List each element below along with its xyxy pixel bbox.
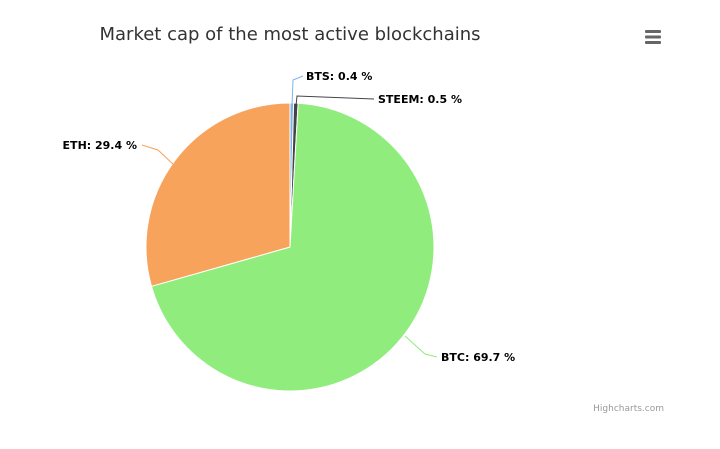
data-label-bts: BTS: 0.4 % [306, 70, 372, 83]
data-labels: BTS: 0.4 % STEEM: 0.5 % BTC: 69.7 % ETH: 29… [63, 70, 516, 364]
data-label-eth: ETH: 29.4 % [63, 139, 137, 152]
pie-slice-eth[interactable] [145, 102, 291, 287]
connector-bts [291, 75, 304, 107]
connector-btc [404, 335, 438, 358]
pie-slices [145, 102, 435, 392]
credits-link[interactable]: Highcharts.com [593, 404, 664, 414]
connector-steem [295, 95, 375, 107]
hamburger-menu-icon[interactable] [645, 30, 661, 44]
chart-title: Market cap of the most active blockchain… [99, 24, 480, 45]
export-menu-button[interactable] [638, 24, 668, 50]
label-connectors [141, 75, 438, 358]
pie-slice-btc[interactable] [150, 102, 435, 392]
data-label-btc: BTC: 69.7 % [441, 351, 515, 364]
data-label-steem: STEEM: 0.5 % [378, 93, 462, 106]
connector-eth [141, 144, 176, 167]
